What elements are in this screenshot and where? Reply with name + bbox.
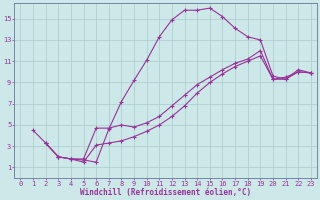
X-axis label: Windchill (Refroidissement éolien,°C): Windchill (Refroidissement éolien,°C)	[80, 188, 251, 197]
